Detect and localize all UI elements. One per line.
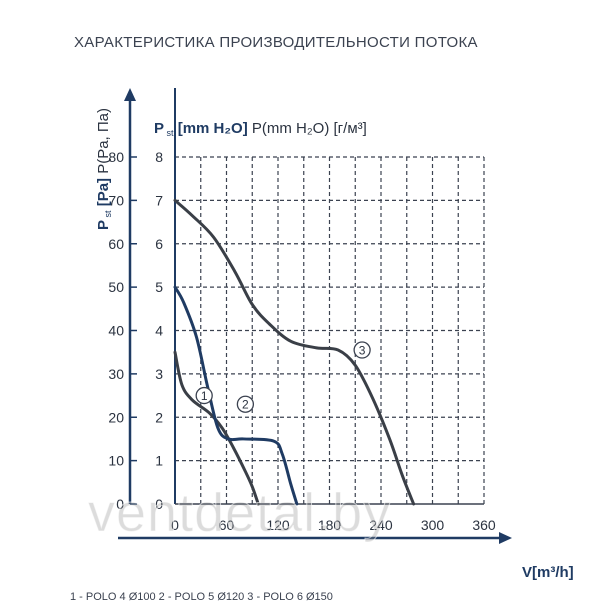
x-tick-label: 360 (472, 517, 496, 533)
x-tick-label: 0 (171, 517, 179, 533)
y-tick-label-pa: 10 (108, 453, 124, 469)
y-tick-label-mm: 7 (155, 192, 163, 208)
series-marker-2 (236, 395, 255, 413)
legend-text: 1 - POLO 4 Ø100 2 - POLO 5 Ø120 3 - POLO… (70, 591, 333, 603)
y-axis-arrow (124, 88, 136, 101)
x-tick-label: 60 (219, 517, 235, 533)
y-tick-label-mm: 6 (155, 236, 163, 252)
y-tick-label-pa: 30 (108, 366, 124, 382)
series-marker-label-3: 3 (359, 344, 366, 358)
series-line-2 (173, 285, 299, 506)
x-axis-arrow (499, 532, 512, 544)
y-tick-label-pa: 50 (108, 279, 124, 295)
y-axis-label-mm: P st [mm H₂O] P(mm H₂O) [г/м³] (154, 120, 367, 138)
series-marker-1 (195, 386, 213, 405)
x-tick-label: 120 (266, 517, 290, 533)
series-marker-label-1: 1 (201, 389, 208, 403)
chart-title: ХАРАКТЕРИСТИКА ПРОИЗВОДИТЕЛЬНОСТИ ПОТОКА (74, 34, 478, 51)
y-tick-label-pa: 70 (108, 192, 124, 208)
y-tick-label-pa: 40 (108, 323, 124, 339)
y-tick-label-mm: 2 (155, 409, 163, 425)
x-tick-label: 300 (421, 517, 445, 533)
x-tick-label: 180 (318, 517, 342, 533)
y-tick-label-pa: 80 (108, 149, 124, 165)
y-tick-label-mm: 1 (155, 453, 163, 469)
x-tick-label: 240 (369, 517, 393, 533)
series-marker-3 (353, 341, 371, 359)
y-tick-label-pa: 60 (108, 236, 124, 252)
series-line-3 (173, 198, 416, 506)
y-tick-label-mm: 4 (155, 323, 163, 339)
x-axis-label: V[m³/h] (522, 564, 574, 581)
series-line-1 (173, 350, 260, 506)
y-tick-label-mm: 5 (155, 279, 163, 295)
y-axis-label-pa: P st [Pa] P(Pa, Па) (95, 108, 113, 230)
series-marker-label-2: 2 (242, 398, 249, 412)
y-tick-label-mm: 8 (155, 149, 163, 165)
y-tick-label-pa: 20 (108, 409, 124, 425)
y-tick-label-mm: 3 (155, 366, 163, 382)
y-tick-label-mm: 0 (155, 496, 163, 512)
y-tick-label-pa: 0 (116, 496, 124, 512)
